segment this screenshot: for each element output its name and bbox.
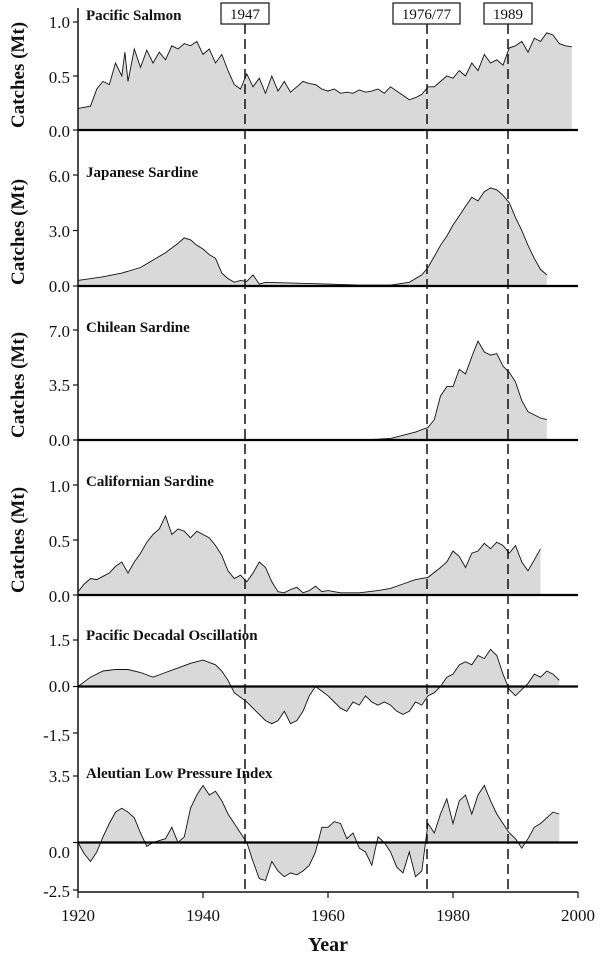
- x-tick-label: 1980: [436, 906, 470, 925]
- y-tick-label: 0.0: [49, 431, 70, 450]
- axes-layer: [77, 8, 578, 893]
- x-axis: 1920 1940 1960 1980 2000 Year: [61, 892, 595, 956]
- y-axis-title: Catches (Mt): [8, 22, 29, 128]
- y-tick-label: 0.0: [49, 587, 70, 606]
- y-tick-label: 0.5: [49, 68, 70, 87]
- y-tick-label: -2.5: [43, 882, 70, 901]
- y-tick-label: 3.5: [49, 376, 70, 395]
- panel-title: Chilean Sardine: [86, 320, 190, 336]
- y-tick-label: 0.0: [49, 677, 70, 696]
- y-tick-label: 0.0: [49, 843, 70, 862]
- y-tick-layer: 1.0 0.5 0.0 6.0 3.0 0.0 7.0 3.5 0.0 1.0 …: [43, 13, 78, 901]
- series-area-aleutian-low: [78, 785, 560, 881]
- y-tick-label: 1.0: [49, 477, 70, 496]
- y-tick-label: 0.0: [49, 122, 70, 141]
- y-tick-label: -1.5: [43, 726, 70, 745]
- regime-label-box: [392, 2, 461, 25]
- regime-label: 1976/77: [402, 7, 452, 23]
- y-axis-title: Catches (Mt): [8, 179, 29, 285]
- panel-title: Pacific Decadal Oscillation: [86, 628, 258, 644]
- y-tick-label: 1.5: [49, 631, 70, 650]
- regime-label: 1947: [230, 7, 261, 23]
- y-axis-title: Catches (Mt): [8, 487, 29, 593]
- panel-title: Pacific Salmon: [86, 8, 182, 24]
- regime-label-box: [483, 2, 533, 25]
- series-area-californian-sardine: [78, 515, 541, 595]
- series-area-pacific-salmon: [78, 32, 572, 130]
- series-area-chilean-sardine: [78, 341, 547, 440]
- series-line-chilean-sardine: [78, 339, 547, 441]
- panel-title-layer: Pacific Salmon Japanese Sardine Chilean …: [86, 8, 273, 782]
- x-tick-label: 1920: [61, 906, 95, 925]
- y-tick-label: 6.0: [49, 167, 70, 186]
- x-tick-label: 1940: [186, 906, 220, 925]
- y-tick-label: 3.5: [49, 767, 70, 786]
- y-tick-label: 3.0: [49, 222, 70, 241]
- series-fill-layer: [78, 32, 572, 881]
- series-line-aleutian-low: [77, 784, 560, 882]
- y-axis-title-layer: Catches (Mt) Catches (Mt) Catches (Mt) C…: [8, 22, 29, 593]
- x-tick-label: 2000: [561, 906, 595, 925]
- regime-shift-layer: 1947 1976/77 1989: [220, 2, 533, 892]
- panel-title: Aleutian Low Pressure Index: [86, 766, 273, 782]
- panel-title: Californian Sardine: [86, 474, 214, 490]
- panel-title: Japanese Sardine: [86, 165, 198, 181]
- y-tick-label: 0.5: [49, 532, 70, 551]
- series-line-layer: [77, 32, 578, 882]
- x-tick-label: 1960: [311, 906, 345, 925]
- regime-label-box: [220, 2, 270, 25]
- regime-label: 1989: [493, 7, 523, 23]
- y-tick-label: 0.0: [49, 277, 70, 296]
- x-axis-title: Year: [308, 934, 348, 956]
- y-tick-label: 7.0: [49, 322, 70, 341]
- y-tick-label: 1.0: [49, 13, 70, 32]
- series-line-pdo: [77, 648, 560, 725]
- series-area-japanese-sardine: [78, 187, 547, 286]
- series-line-pacific-salmon: [77, 32, 572, 109]
- series-line-californian-sardine: [77, 514, 541, 594]
- y-axis-title: Catches (Mt): [8, 332, 29, 438]
